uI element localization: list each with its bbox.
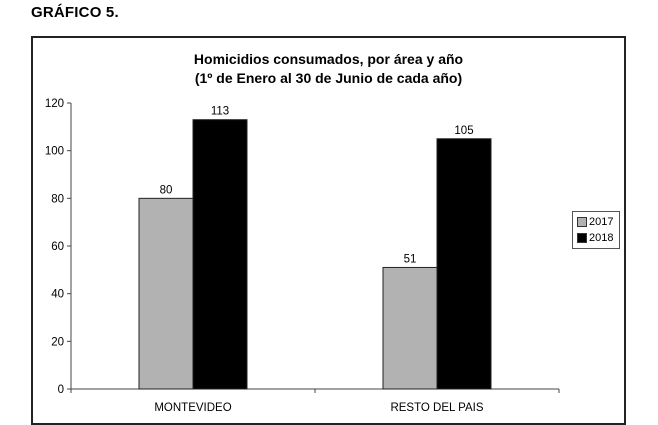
data-label: 105	[454, 125, 473, 137]
data-label: 51	[404, 253, 417, 265]
chart-frame	[31, 36, 626, 425]
chart-title: Homicidios consumados, por área y año	[193, 51, 464, 67]
y-tick-label: 40	[51, 289, 64, 301]
legend-label-2018: 2018	[589, 231, 614, 244]
legend-item-2018: 2018	[577, 231, 613, 244]
y-tick-label: 120	[45, 98, 64, 110]
y-tick-label: 0	[58, 384, 64, 396]
legend-swatch-2017	[577, 216, 587, 227]
legend-swatch-2018	[577, 232, 587, 243]
legend-label-2017: 2017	[589, 215, 614, 228]
legend-item-2017: 2017	[577, 215, 613, 228]
data-label: 113	[211, 106, 229, 118]
x-category-label: RESTO DEL PAIS	[390, 402, 483, 414]
chart-title-block: Homicidios consumados, por área y año (1…	[31, 36, 626, 96]
bar-2017	[138, 197, 194, 390]
y-tick-label: 20	[51, 336, 64, 348]
bar-2017	[382, 266, 438, 390]
chart-legend: 2017 2018	[572, 211, 620, 249]
figure-heading: GRÁFICO 5.	[31, 4, 119, 21]
y-tick-label: 60	[51, 241, 64, 253]
y-tick-label: 80	[51, 193, 64, 205]
bar-2018	[436, 138, 492, 390]
x-category-label: MONTEVIDEO	[154, 402, 231, 414]
chart-subtitle: (1º de Enero al 30 de Junio de cada año)	[194, 70, 463, 86]
y-tick-label: 100	[45, 146, 64, 158]
bar-2018	[192, 119, 248, 390]
data-label: 80	[160, 184, 173, 196]
